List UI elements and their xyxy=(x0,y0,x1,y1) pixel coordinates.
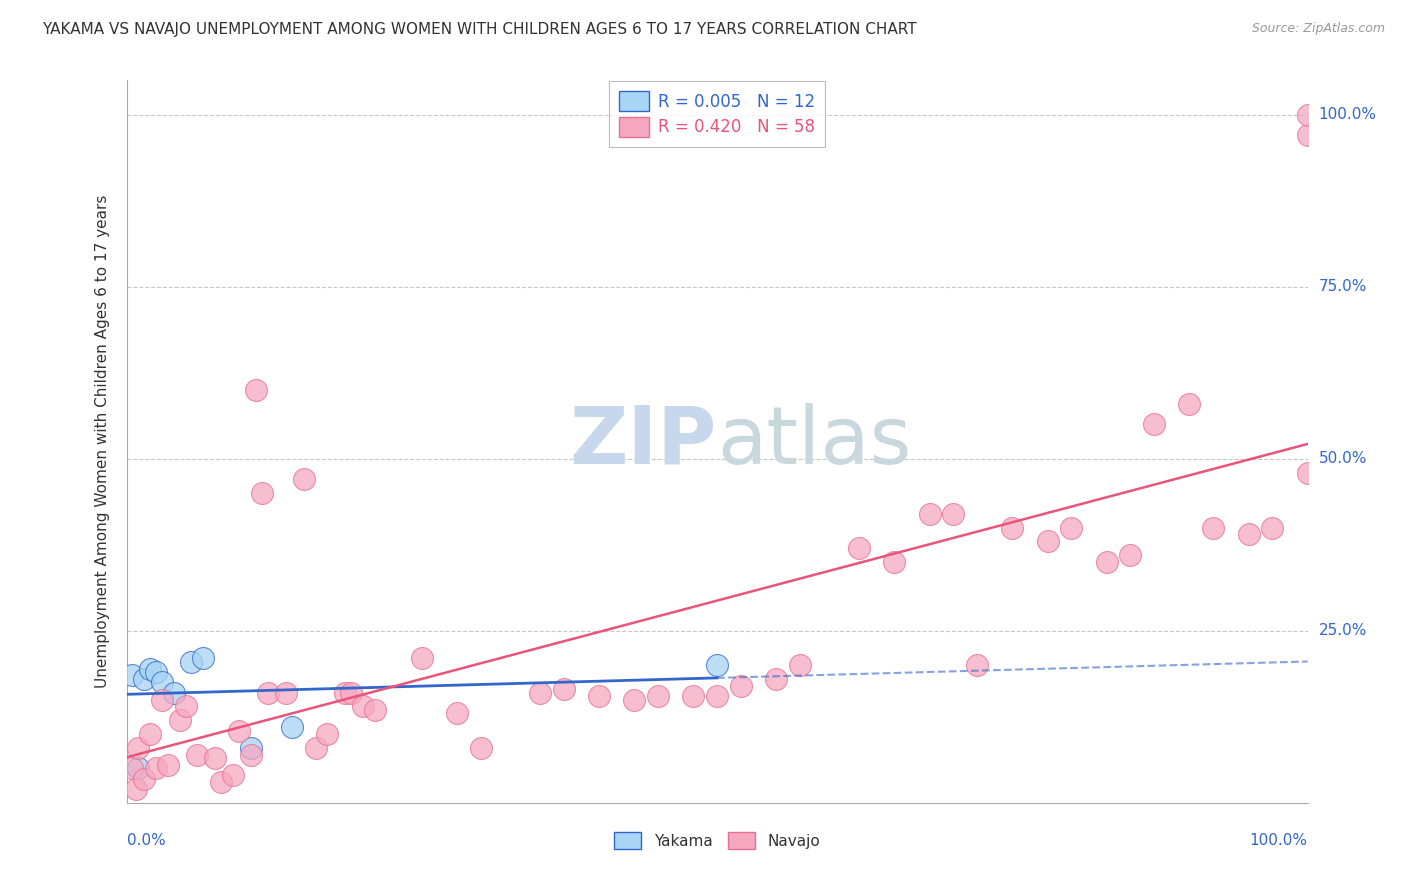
Point xyxy=(145,665,167,679)
Point xyxy=(169,713,191,727)
Point xyxy=(274,686,297,700)
Point xyxy=(1178,397,1201,411)
Point xyxy=(1202,520,1225,534)
Point xyxy=(304,740,326,755)
Point xyxy=(470,740,492,755)
Point xyxy=(1237,527,1260,541)
Point xyxy=(1296,466,1319,480)
Point xyxy=(150,692,173,706)
Text: Source: ZipAtlas.com: Source: ZipAtlas.com xyxy=(1251,22,1385,36)
Text: YAKAMA VS NAVAJO UNEMPLOYMENT AMONG WOMEN WITH CHILDREN AGES 6 TO 17 YEARS CORRE: YAKAMA VS NAVAJO UNEMPLOYMENT AMONG WOME… xyxy=(42,22,917,37)
Point xyxy=(134,672,156,686)
Point xyxy=(163,686,186,700)
Point xyxy=(706,689,728,703)
Point xyxy=(222,768,245,782)
Point xyxy=(682,689,704,703)
Point xyxy=(186,747,208,762)
Point xyxy=(281,720,304,734)
Text: 75.0%: 75.0% xyxy=(1319,279,1367,294)
Point xyxy=(352,699,374,714)
Point xyxy=(333,686,356,700)
Text: atlas: atlas xyxy=(717,402,911,481)
Point xyxy=(156,758,179,772)
Point xyxy=(706,658,728,673)
Point xyxy=(1036,534,1059,549)
Point xyxy=(257,686,280,700)
Point xyxy=(180,655,202,669)
Point xyxy=(228,723,250,738)
Point xyxy=(918,507,941,521)
Point xyxy=(1095,555,1118,569)
Point xyxy=(252,486,274,500)
Point xyxy=(204,751,226,765)
Point xyxy=(340,686,363,700)
Point xyxy=(588,689,610,703)
Point xyxy=(1261,520,1284,534)
Point xyxy=(292,472,315,486)
Point xyxy=(553,682,575,697)
Point xyxy=(1296,128,1319,143)
Point xyxy=(363,703,385,717)
Text: 50.0%: 50.0% xyxy=(1319,451,1367,467)
Point xyxy=(411,651,433,665)
Text: 0.0%: 0.0% xyxy=(127,833,166,848)
Point xyxy=(125,782,148,797)
Point xyxy=(121,668,143,682)
Point xyxy=(145,761,167,775)
Point xyxy=(647,689,669,703)
Point xyxy=(789,658,811,673)
Point xyxy=(883,555,905,569)
Y-axis label: Unemployment Among Women with Children Ages 6 to 17 years: Unemployment Among Women with Children A… xyxy=(94,194,110,689)
Point xyxy=(623,692,645,706)
Point xyxy=(139,662,162,676)
Text: ZIP: ZIP xyxy=(569,402,717,481)
Text: 100.0%: 100.0% xyxy=(1250,833,1308,848)
Point xyxy=(1143,417,1166,432)
Point xyxy=(1060,520,1083,534)
Point xyxy=(966,658,988,673)
Point xyxy=(316,727,339,741)
Point xyxy=(942,507,965,521)
Point xyxy=(134,772,156,786)
Point xyxy=(529,686,551,700)
Point xyxy=(239,747,262,762)
Point xyxy=(446,706,468,721)
Point xyxy=(127,740,149,755)
Text: 25.0%: 25.0% xyxy=(1319,624,1367,639)
Point xyxy=(139,727,162,741)
Point xyxy=(1296,108,1319,122)
Text: 100.0%: 100.0% xyxy=(1319,107,1376,122)
Point xyxy=(209,775,232,789)
Point xyxy=(1001,520,1024,534)
Point xyxy=(730,679,752,693)
Point xyxy=(848,541,870,556)
Point xyxy=(245,383,267,397)
Point xyxy=(174,699,197,714)
Legend: Yakama, Navajo: Yakama, Navajo xyxy=(614,831,820,849)
Point xyxy=(239,740,262,755)
Point xyxy=(150,675,173,690)
Point xyxy=(1119,548,1142,562)
Point xyxy=(127,761,149,775)
Point xyxy=(193,651,215,665)
Point xyxy=(121,761,143,775)
Point xyxy=(765,672,787,686)
